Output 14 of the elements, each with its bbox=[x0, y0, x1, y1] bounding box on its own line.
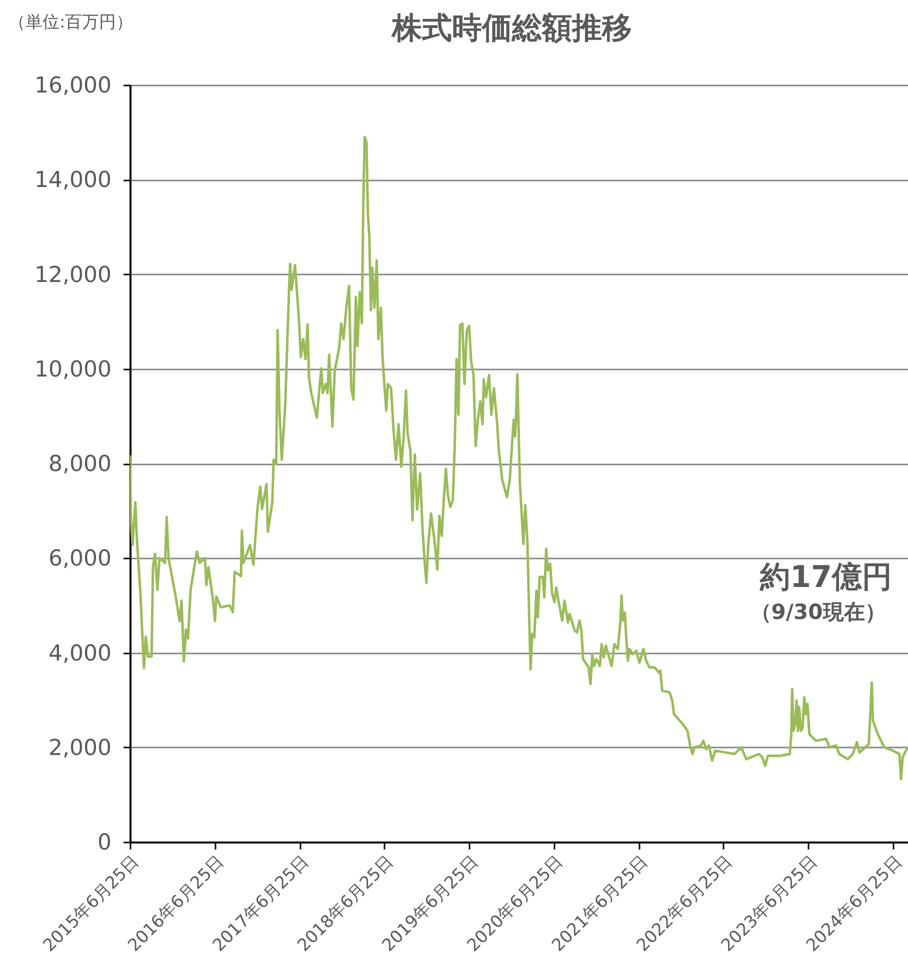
y-tick-label: 16,000 bbox=[34, 74, 112, 98]
y-tick-label: 14,000 bbox=[34, 168, 112, 194]
y-tick-label: 0 bbox=[98, 830, 112, 856]
chart-title: 株式時価総額推移 bbox=[391, 11, 632, 46]
y-tick-label: 10,000 bbox=[34, 357, 112, 382]
annotation: （9/30現在） bbox=[750, 600, 886, 624]
y-tick-label: 8,000 bbox=[48, 452, 112, 477]
line-series bbox=[130, 136, 908, 780]
y-axis-title: （単位:百万円） bbox=[8, 12, 134, 32]
y-tick-label: 4,000 bbox=[48, 641, 112, 666]
annotation: 約17億円 bbox=[759, 560, 892, 595]
y-tick-label: 6,000 bbox=[48, 546, 112, 572]
y-tick-label: 2,000 bbox=[48, 736, 112, 761]
y-tick-label: 12,000 bbox=[34, 262, 112, 288]
